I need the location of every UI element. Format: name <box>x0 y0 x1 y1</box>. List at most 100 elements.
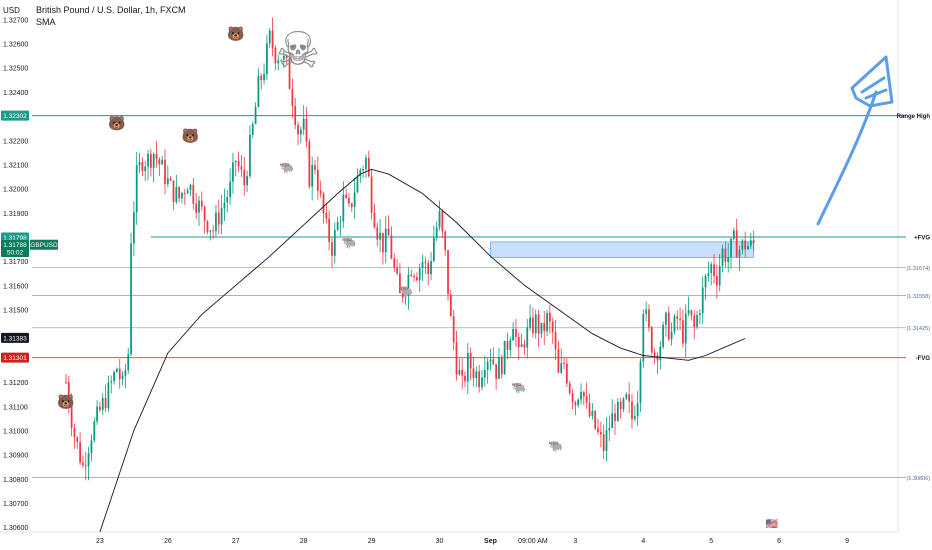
candle-body <box>523 344 526 348</box>
candle-body <box>529 317 531 328</box>
candle-body <box>90 440 93 454</box>
candle-body <box>585 396 588 403</box>
candle-body <box>266 43 268 75</box>
candle-body <box>322 193 325 214</box>
candle-body <box>141 162 144 172</box>
x-tick-label: 3 <box>573 538 577 545</box>
candle-body <box>605 430 608 451</box>
candle-body <box>308 141 311 187</box>
candle-body <box>540 322 543 334</box>
candle-body <box>517 337 520 348</box>
candle-body <box>104 398 107 409</box>
candle-body <box>353 192 356 207</box>
candle-body <box>79 441 81 463</box>
candle-body <box>189 184 192 191</box>
candle-body <box>659 346 662 361</box>
candle-body <box>551 321 554 333</box>
candle-body <box>65 382 67 383</box>
candle-body <box>464 375 466 382</box>
candle-body <box>183 192 186 194</box>
candle-body <box>625 394 628 399</box>
level-label: (1.31425) <box>906 326 930 332</box>
candle-body <box>662 324 664 347</box>
y-tick-label: 1.32500 <box>3 66 28 73</box>
candle-body <box>229 181 231 198</box>
candle-body <box>82 462 84 466</box>
candle-body <box>268 30 271 44</box>
candle-body <box>316 169 319 191</box>
candle-body <box>382 232 384 253</box>
candle-body <box>314 165 316 170</box>
x-tick-label: 30 <box>436 538 444 545</box>
candle-body <box>294 105 297 126</box>
level-label: (1.30806) <box>906 476 930 482</box>
candle-body <box>198 200 200 213</box>
candle-body <box>319 190 322 194</box>
candle-body <box>186 190 189 194</box>
candle-body <box>350 203 353 207</box>
candle-body <box>574 402 577 406</box>
candle-body <box>650 327 653 353</box>
candle-body <box>699 313 701 316</box>
level-label: Range High <box>897 114 931 120</box>
candle-body <box>348 197 350 204</box>
candle-body <box>532 317 534 334</box>
level-label: -FVG <box>916 356 931 362</box>
price-badge-text: 1.31383 <box>3 335 27 342</box>
sma-polyline <box>99 168 746 533</box>
y-tick-label: 1.31700 <box>3 259 28 266</box>
candle-body <box>155 153 158 160</box>
candle-body <box>311 165 314 187</box>
candle-body <box>466 352 469 382</box>
candle-body <box>215 212 217 232</box>
candle-body <box>599 431 602 435</box>
candle-body <box>554 332 557 350</box>
symbol-badge-text: GBPUSD <box>30 242 58 249</box>
y-tick-label: 1.31600 <box>3 283 28 290</box>
y-tick-label: 1.32100 <box>3 162 28 169</box>
candle-body <box>645 309 648 314</box>
candle-body <box>441 210 444 232</box>
candle-body <box>365 157 367 170</box>
decorations: 🐻 🐻 🐻 🐻 🐃 🐃 🐃 🐃 🐃 ☠ 🇺🇸 <box>57 23 894 530</box>
candle-body <box>113 371 115 382</box>
candle-body <box>628 394 631 402</box>
y-tick-label: 1.32400 <box>3 90 28 97</box>
candle-body <box>424 262 427 264</box>
candle-body <box>580 391 582 400</box>
candle-body <box>563 363 565 364</box>
y-tick-label: 1.32700 <box>3 17 28 24</box>
candle-body <box>387 228 390 236</box>
candle-body <box>667 312 670 340</box>
candle-body <box>342 194 345 222</box>
candle-body <box>571 393 574 403</box>
y-tick-label: 1.30700 <box>3 501 28 508</box>
us-flag-icon: 🇺🇸 <box>765 518 778 530</box>
candle-body <box>730 238 732 258</box>
candle-body <box>483 369 486 378</box>
x-tick-label: Sep <box>484 538 497 545</box>
candle-body <box>271 30 274 48</box>
indicator-label[interactable]: SMA <box>36 17 56 27</box>
candle-body <box>690 310 693 316</box>
candle-body <box>246 176 248 186</box>
candle-body <box>665 312 667 325</box>
candle-body <box>749 240 752 246</box>
candle-body <box>481 377 483 388</box>
candle-body <box>164 159 166 185</box>
candle-body <box>297 125 299 135</box>
candle-body <box>418 268 421 281</box>
candle-body <box>200 200 203 207</box>
candle-body <box>407 274 410 297</box>
candle-body <box>653 352 656 356</box>
candle-body <box>401 293 404 298</box>
candle-body <box>602 434 605 451</box>
candle-body <box>735 230 738 258</box>
candle-body <box>509 340 512 350</box>
candle-body <box>373 212 376 228</box>
candle-body <box>461 369 464 376</box>
candle-body <box>274 47 277 64</box>
candle-body <box>356 176 359 193</box>
candle-body <box>133 212 135 244</box>
